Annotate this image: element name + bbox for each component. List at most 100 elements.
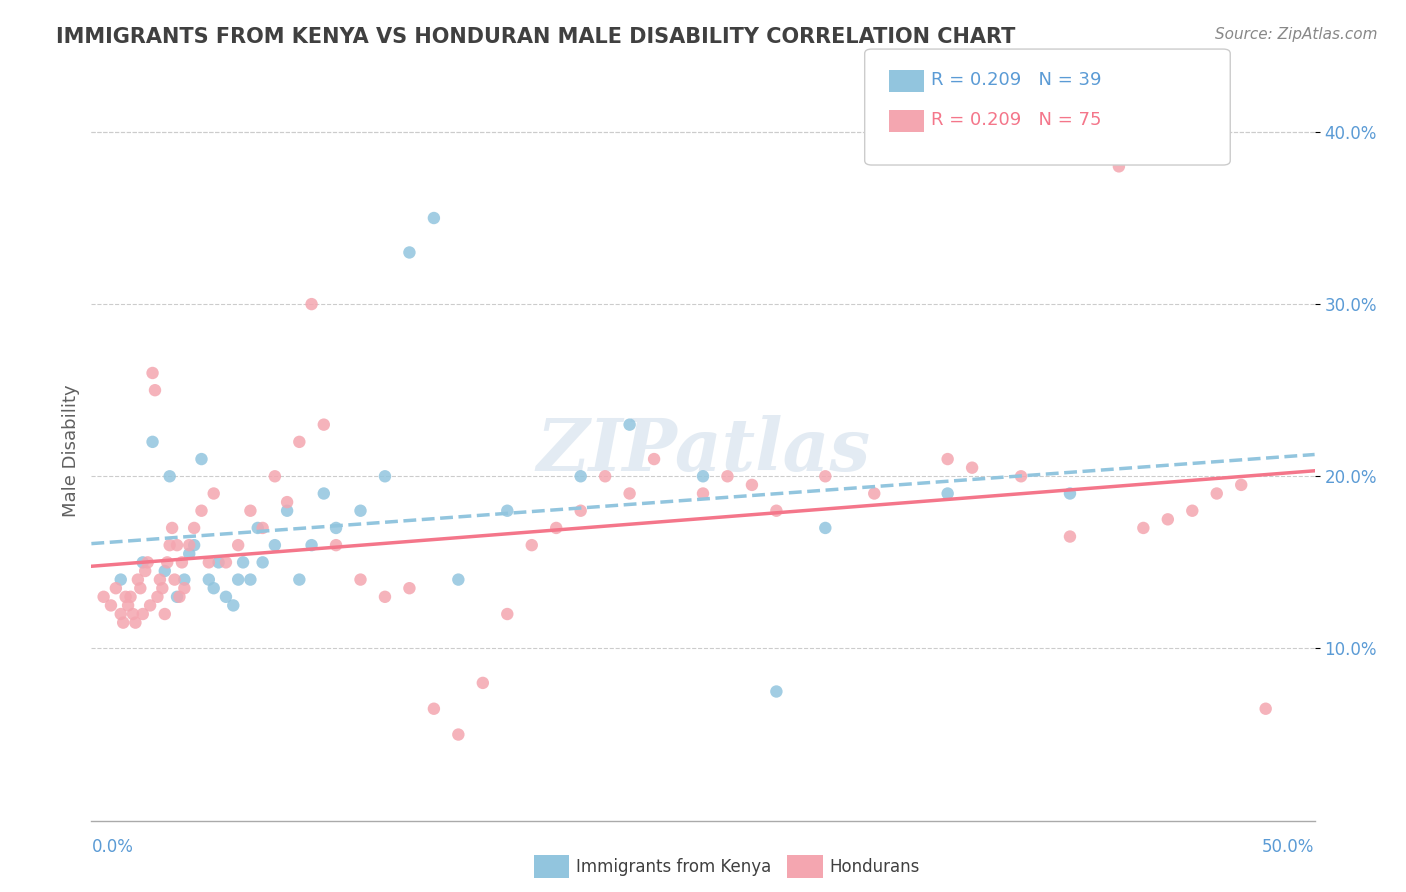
- Point: [288, 573, 311, 587]
- Point: [207, 555, 229, 569]
- Point: [398, 245, 420, 260]
- Point: [149, 573, 172, 587]
- Point: [1157, 512, 1180, 526]
- Point: [124, 615, 146, 630]
- Point: [1230, 478, 1253, 492]
- Point: [814, 521, 837, 535]
- Point: [153, 607, 176, 621]
- Point: [496, 607, 519, 621]
- Point: [146, 590, 169, 604]
- Point: [423, 702, 446, 716]
- Point: [264, 538, 287, 552]
- Point: [349, 504, 371, 518]
- Point: [153, 564, 176, 578]
- Point: [143, 383, 166, 397]
- Point: [312, 417, 335, 432]
- Point: [202, 486, 225, 500]
- Point: [814, 469, 837, 483]
- Point: [215, 590, 238, 604]
- Point: [239, 504, 262, 518]
- Point: [936, 452, 959, 467]
- Point: [132, 607, 155, 621]
- Point: [569, 469, 592, 483]
- Point: [163, 573, 186, 587]
- Point: [643, 452, 665, 467]
- Point: [134, 564, 156, 578]
- Point: [741, 478, 763, 492]
- Point: [246, 521, 269, 535]
- Point: [226, 573, 249, 587]
- Point: [93, 590, 115, 604]
- Point: [232, 555, 254, 569]
- Point: [447, 573, 470, 587]
- Point: [198, 555, 221, 569]
- Point: [112, 615, 135, 630]
- Text: R = 0.209   N = 39: R = 0.209 N = 39: [931, 71, 1101, 89]
- Point: [173, 581, 195, 595]
- Point: [252, 555, 274, 569]
- Point: [173, 573, 195, 587]
- Point: [325, 538, 347, 552]
- Point: [1059, 486, 1081, 500]
- Text: IMMIGRANTS FROM KENYA VS HONDURAN MALE DISABILITY CORRELATION CHART: IMMIGRANTS FROM KENYA VS HONDURAN MALE D…: [56, 27, 1015, 46]
- Point: [692, 486, 714, 500]
- Point: [179, 538, 201, 552]
- Y-axis label: Male Disability: Male Disability: [62, 384, 80, 516]
- Point: [471, 676, 494, 690]
- Point: [169, 590, 191, 604]
- Point: [215, 555, 238, 569]
- Point: [120, 590, 142, 604]
- Point: [170, 555, 193, 569]
- Point: [496, 504, 519, 518]
- Point: [374, 469, 396, 483]
- Point: [202, 581, 225, 595]
- Point: [139, 599, 162, 613]
- Point: [100, 599, 122, 613]
- Point: [863, 486, 886, 500]
- Point: [569, 504, 592, 518]
- Point: [276, 495, 298, 509]
- Point: [222, 599, 245, 613]
- Point: [239, 573, 262, 587]
- Point: [520, 538, 543, 552]
- Point: [117, 599, 139, 613]
- Point: [127, 573, 149, 587]
- Point: [159, 538, 181, 552]
- Point: [1181, 504, 1204, 518]
- Point: [122, 607, 145, 621]
- Point: [141, 366, 163, 380]
- Point: [936, 486, 959, 500]
- Point: [183, 521, 205, 535]
- Point: [276, 504, 298, 518]
- Point: [129, 581, 152, 595]
- Point: [1059, 530, 1081, 544]
- Point: [447, 727, 470, 741]
- Point: [190, 452, 212, 467]
- Point: [252, 521, 274, 535]
- Point: [960, 460, 983, 475]
- Point: [765, 504, 787, 518]
- Point: [765, 684, 787, 698]
- Point: [159, 469, 181, 483]
- Point: [114, 590, 136, 604]
- Point: [619, 417, 641, 432]
- Point: [104, 581, 127, 595]
- Point: [349, 573, 371, 587]
- Point: [288, 434, 311, 449]
- Point: [166, 590, 188, 604]
- Text: Source: ZipAtlas.com: Source: ZipAtlas.com: [1215, 27, 1378, 42]
- Point: [198, 573, 221, 587]
- Text: Immigrants from Kenya: Immigrants from Kenya: [576, 858, 772, 876]
- Point: [716, 469, 738, 483]
- Point: [110, 573, 132, 587]
- Point: [156, 555, 179, 569]
- Point: [141, 434, 163, 449]
- Point: [166, 538, 188, 552]
- Text: ZIPatlas: ZIPatlas: [536, 415, 870, 486]
- Point: [301, 297, 323, 311]
- Text: Hondurans: Hondurans: [830, 858, 920, 876]
- Point: [423, 211, 446, 225]
- Point: [1205, 486, 1227, 500]
- Point: [1132, 521, 1154, 535]
- Point: [546, 521, 568, 535]
